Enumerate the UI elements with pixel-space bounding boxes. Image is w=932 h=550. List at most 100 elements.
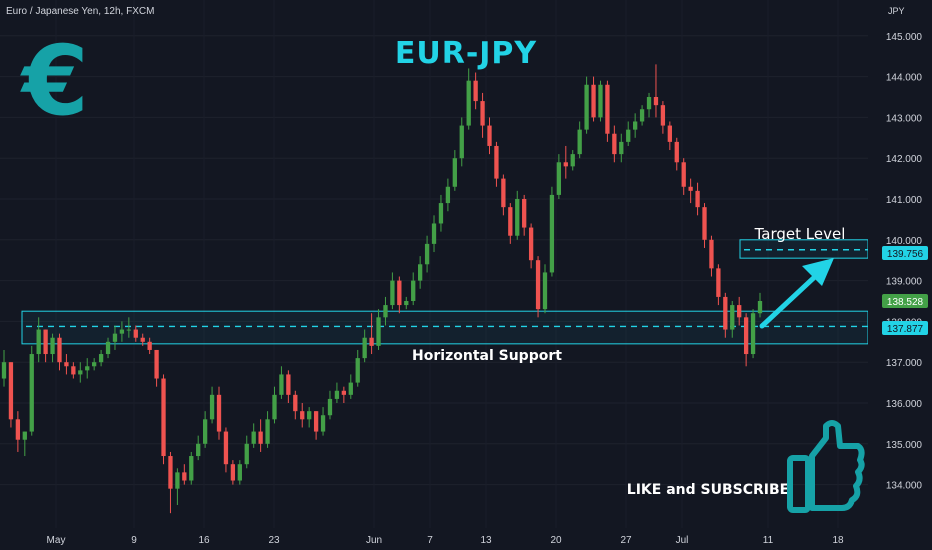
target-level-label: Target Level: [754, 225, 846, 243]
euro-icon: €: [22, 25, 89, 137]
candle-body: [743, 317, 749, 355]
candle-body: [473, 80, 478, 102]
promo-text: LIKE and SUBSCRIBE: [627, 482, 789, 498]
time-tick-label: 9: [131, 535, 137, 546]
candle-body: [313, 411, 319, 432]
candle-body: [674, 141, 679, 163]
candle-body: [563, 162, 568, 167]
candle-body: [390, 280, 395, 306]
time-tick-label: Jul: [676, 535, 689, 546]
price-tick-label: 141.000: [886, 195, 923, 206]
candle-body: [452, 158, 457, 187]
candle-body: [591, 84, 596, 118]
candle-body: [57, 337, 62, 363]
symbol-title: Euro / Japanese Yen, 12h, FXCM: [6, 6, 155, 17]
candle-body: [64, 362, 69, 367]
candles: [1, 64, 763, 514]
target-arrow: [759, 258, 834, 329]
price-tick-label: 134.000: [886, 481, 923, 492]
candle-body: [112, 333, 118, 342]
candle-body: [626, 129, 631, 142]
time-tick-label: 11: [763, 535, 774, 546]
candle-body: [667, 125, 672, 142]
price-axis[interactable]: 145.000 144.000 143.000 142.000 141.000 140.0…: [868, 0, 932, 550]
time-tick-label: 20: [550, 535, 562, 546]
time-tick-label: 27: [620, 535, 632, 546]
candle-body: [542, 272, 548, 310]
price-tick-label: 140.000: [886, 236, 923, 247]
candle-body: [688, 186, 693, 191]
candle-body: [320, 415, 326, 432]
candle-body: [619, 141, 624, 155]
price-tick-label: 135.000: [886, 440, 923, 451]
candle-body: [397, 280, 402, 306]
support-price-text: 137.877: [887, 324, 924, 335]
candle-body: [605, 84, 610, 134]
target-price-tag: 139.756: [882, 246, 928, 260]
chart-heading: EUR-JPY: [394, 36, 538, 71]
candle-body: [639, 109, 645, 122]
candle-body: [411, 280, 416, 301]
price-tick-label: 144.000: [886, 73, 923, 84]
thumbs-up-icon: [787, 420, 865, 513]
candle-body: [660, 105, 666, 126]
candle-body: [8, 362, 14, 420]
price-tick-label: 136.000: [886, 399, 923, 410]
candle-body: [459, 125, 464, 159]
candle-body: [265, 419, 270, 444]
candle-body: [653, 97, 659, 106]
candle-body: [362, 337, 367, 359]
candle-body: [223, 431, 229, 465]
candle-body: [549, 194, 555, 273]
candle-body: [612, 133, 617, 155]
candle-body: [598, 84, 603, 118]
candle-body: [737, 305, 742, 318]
candle-body: [646, 97, 652, 110]
candle-body: [327, 398, 333, 416]
candle-body: [126, 329, 131, 331]
support-label: Horizontal Support: [412, 348, 562, 364]
time-axis[interactable]: May 9 16 23 Jun 7 13 20 27 Jul 11 18: [0, 528, 868, 550]
candle-body: [168, 456, 173, 489]
candle-body: [695, 190, 700, 208]
candle-body: [36, 329, 41, 355]
price-tick-label: 145.000: [886, 32, 923, 43]
candle-body: [535, 260, 541, 310]
price-tick-label: 137.000: [886, 358, 923, 369]
time-tick-label: May: [47, 535, 66, 546]
time-tick-label: 23: [268, 535, 280, 546]
candle-body: [438, 203, 444, 224]
candle-body: [570, 154, 575, 167]
time-tick-label: 13: [480, 535, 492, 546]
candle-body: [494, 145, 499, 179]
candle-body: [92, 362, 97, 367]
candle-body: [50, 337, 55, 355]
candle-body: [182, 472, 187, 481]
candle-body: [140, 337, 145, 342]
candle-body: [584, 84, 589, 130]
candle-body: [307, 411, 312, 420]
current-price-text: 138.528: [887, 297, 924, 308]
candle-body: [417, 264, 423, 281]
candle-body: [98, 354, 104, 363]
support-price-tag: 137.877: [882, 321, 928, 335]
candle-body: [487, 125, 492, 146]
candle-body: [424, 243, 430, 265]
candle-body: [334, 390, 340, 399]
candle-body: [147, 341, 152, 350]
candle-body: [15, 419, 21, 440]
candle-body: [154, 349, 159, 379]
candle-body: [196, 443, 201, 457]
candle-body: [209, 394, 215, 420]
candle-body: [716, 268, 721, 297]
candle-body: [244, 443, 249, 465]
candle-body: [369, 337, 374, 346]
candle-body: [175, 472, 180, 489]
candle-body: [757, 301, 763, 314]
candle-body: [556, 162, 562, 195]
candle-body: [230, 464, 236, 481]
candle-body: [279, 374, 284, 395]
candle-body: [300, 411, 305, 420]
